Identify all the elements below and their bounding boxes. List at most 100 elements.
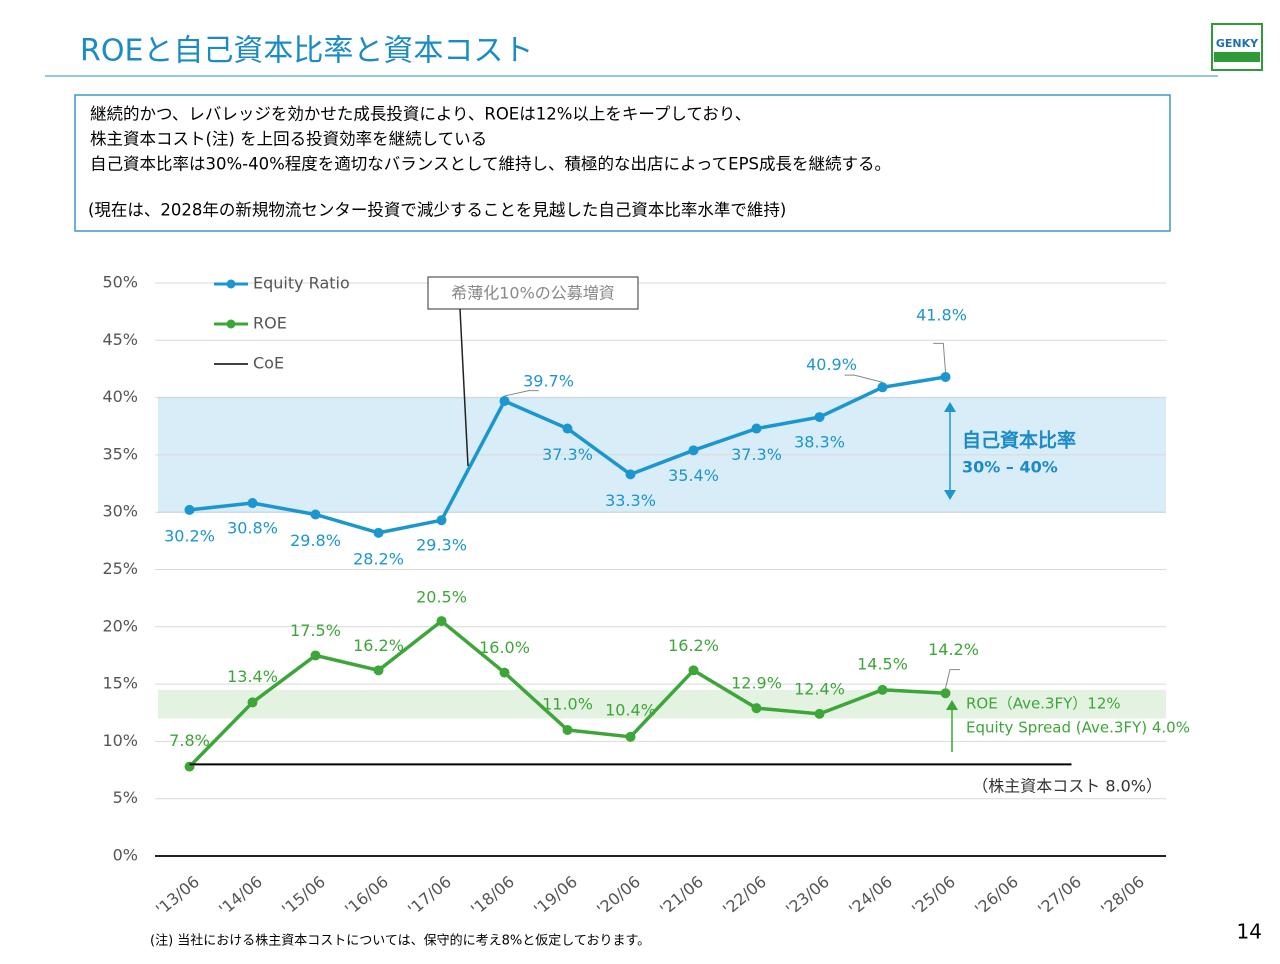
data-label: 16.2% bbox=[353, 636, 404, 655]
y-tick-label: 30% bbox=[102, 502, 138, 521]
data-point bbox=[310, 509, 321, 520]
data-label: 14.5% bbox=[857, 654, 908, 673]
data-label: 41.8% bbox=[916, 305, 967, 324]
y-tick-label: 25% bbox=[102, 559, 138, 578]
x-tick-label: '24/06 bbox=[845, 872, 896, 919]
legend-marker bbox=[226, 319, 236, 329]
x-tick-label: '17/06 bbox=[404, 872, 455, 919]
data-point bbox=[562, 423, 573, 434]
legend-label: ROE bbox=[253, 314, 287, 333]
x-tick-label: '26/06 bbox=[971, 872, 1022, 919]
x-tick-label: '21/06 bbox=[656, 872, 707, 919]
box-line: 株主資本コスト(注) を上回る投資効率を継続している bbox=[90, 130, 487, 149]
x-tick-label: '25/06 bbox=[908, 872, 959, 919]
data-label: 13.4% bbox=[227, 667, 278, 686]
leader-line bbox=[844, 374, 883, 383]
box-line: (現在は、2028年の新規物流センター投資で減少することを見越した自己資本比率水… bbox=[88, 201, 786, 220]
arrow-head bbox=[944, 402, 956, 500]
y-tick-label: 40% bbox=[102, 387, 138, 406]
legend-label: CoE bbox=[253, 354, 284, 373]
data-label: 38.3% bbox=[794, 433, 845, 452]
data-point bbox=[625, 469, 636, 480]
data-label: 37.3% bbox=[542, 445, 593, 464]
data-label: 12.4% bbox=[794, 679, 845, 698]
roe-note: ROE（Ave.3FY）12% bbox=[966, 695, 1121, 713]
leader-line bbox=[504, 390, 539, 397]
leader-line bbox=[945, 669, 960, 689]
y-tick-label: 5% bbox=[113, 788, 138, 807]
data-point bbox=[373, 665, 384, 676]
callout-text: 希薄化10%の公募増資 bbox=[451, 284, 615, 303]
data-label: 17.5% bbox=[290, 621, 341, 640]
logo-bar bbox=[1214, 52, 1260, 62]
data-point bbox=[247, 498, 258, 509]
data-label: 40.9% bbox=[806, 355, 857, 374]
x-tick-label: '15/06 bbox=[278, 872, 329, 919]
callout-leader bbox=[459, 308, 469, 467]
y-tick-label: 45% bbox=[102, 330, 138, 349]
data-label: 7.8% bbox=[169, 731, 210, 750]
logo-text: GENKY bbox=[1216, 37, 1259, 50]
arrow-head bbox=[946, 700, 958, 710]
data-label: 30.2% bbox=[164, 526, 215, 545]
coe-note: （株主資本コスト 8.0%） bbox=[972, 777, 1162, 796]
y-tick-label: 20% bbox=[102, 616, 138, 635]
data-point bbox=[184, 504, 195, 515]
logo-box bbox=[1211, 23, 1263, 71]
data-point bbox=[751, 703, 762, 714]
text-box bbox=[74, 94, 1171, 232]
y-tick-label: 0% bbox=[113, 846, 138, 865]
data-point bbox=[184, 761, 195, 772]
data-label: 12.9% bbox=[731, 674, 782, 693]
data-point bbox=[625, 731, 636, 742]
data-point bbox=[688, 445, 699, 456]
data-point bbox=[751, 423, 762, 434]
leader-line bbox=[933, 342, 946, 373]
data-point bbox=[688, 665, 699, 676]
legend-marker bbox=[226, 279, 236, 289]
page-number: 14 bbox=[1237, 920, 1262, 944]
data-point bbox=[877, 684, 888, 695]
data-point bbox=[814, 412, 825, 423]
spread-note: Equity Spread (Ave.3FY) 4.0% bbox=[966, 719, 1190, 737]
data-point bbox=[814, 708, 825, 719]
data-label: 14.2% bbox=[928, 640, 979, 659]
data-label: 28.2% bbox=[353, 549, 404, 568]
slide-title: ROEと自己資本比率と資本コスト bbox=[80, 34, 533, 69]
data-point bbox=[940, 688, 951, 699]
data-label: 16.2% bbox=[668, 636, 719, 655]
data-label: 37.3% bbox=[731, 445, 782, 464]
data-point bbox=[373, 527, 384, 538]
data-point bbox=[940, 371, 951, 382]
band-label: 自己資本比率 bbox=[962, 429, 1076, 452]
data-point bbox=[877, 382, 888, 393]
y-tick-label: 35% bbox=[102, 444, 138, 463]
x-tick-label: '13/06 bbox=[152, 872, 203, 919]
x-tick-label: '27/06 bbox=[1034, 872, 1085, 919]
data-point bbox=[436, 616, 447, 627]
data-point bbox=[310, 650, 321, 661]
data-point bbox=[436, 515, 447, 526]
data-label: 30.8% bbox=[227, 519, 278, 538]
x-tick-label: '28/06 bbox=[1097, 872, 1148, 919]
data-point bbox=[562, 724, 573, 735]
band-range: 30% – 40% bbox=[962, 458, 1058, 477]
y-tick-label: 15% bbox=[102, 674, 138, 693]
x-tick-label: '16/06 bbox=[341, 872, 392, 919]
y-tick-label: 10% bbox=[102, 731, 138, 750]
box-line: 継続的かつ、レバレッジを効かせた成長投資により、ROEは12%以上をキープしてお… bbox=[90, 105, 751, 124]
x-tick-label: '23/06 bbox=[782, 872, 833, 919]
data-label: 29.3% bbox=[416, 536, 467, 555]
data-label: 16.0% bbox=[479, 638, 530, 657]
data-point bbox=[499, 396, 510, 407]
data-label: 20.5% bbox=[416, 588, 467, 607]
footnote: (注) 当社における株主資本コストについては、保守的に考え8%と仮定しております… bbox=[150, 933, 650, 949]
callout-box bbox=[427, 276, 639, 310]
data-label: 29.8% bbox=[290, 531, 341, 550]
x-tick-label: '18/06 bbox=[467, 872, 518, 919]
data-label: 33.3% bbox=[605, 491, 656, 510]
x-tick-label: '19/06 bbox=[530, 872, 581, 919]
data-point bbox=[499, 667, 510, 678]
data-label: 39.7% bbox=[523, 372, 574, 391]
